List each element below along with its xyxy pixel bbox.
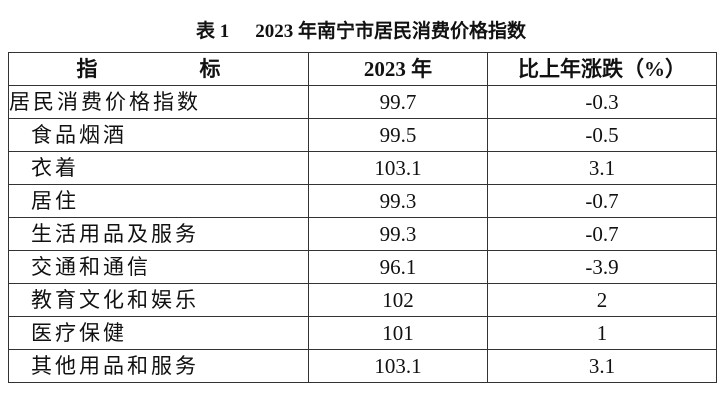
- table-label: 表 1: [195, 21, 230, 42]
- cell-value: -3.9: [487, 250, 717, 284]
- cell-value: 1: [487, 316, 717, 350]
- cell-value: 101: [308, 316, 488, 350]
- header-row: 指 标 2023 年比上年涨跌（%）: [8, 52, 717, 86]
- row-label: 居住: [8, 184, 309, 218]
- table-row: 衣着 103.1 3.1: [8, 151, 717, 185]
- table-row: 交通和通信 96.1 -3.9: [8, 250, 717, 284]
- table-row: 生活用品及服务 99.3 -0.7: [8, 217, 717, 251]
- table-row: 医疗保健 101 1: [8, 316, 717, 350]
- cell-value: 99.3: [308, 184, 488, 218]
- table-row: 居住 99.3 -0.7: [8, 184, 717, 218]
- cell-value: 2: [487, 283, 717, 317]
- cpi-table: 指 标 2023 年比上年涨跌（%） 居民消费价格指数 99.7 -0.3 食品烟酒 99…: [8, 52, 717, 383]
- cell-value: -0.7: [487, 217, 717, 251]
- table-row: 食品烟酒 99.5 -0.5: [8, 118, 717, 152]
- cell-value: 103.1: [308, 349, 488, 383]
- column-header: 比上年涨跌（%）: [487, 52, 717, 86]
- cell-value: 96.1: [308, 250, 488, 284]
- cell-value: -0.7: [487, 184, 717, 218]
- row-label: 居民消费价格指数: [8, 85, 309, 119]
- cell-value: -0.5: [487, 118, 717, 152]
- row-label: 教育文化和娱乐: [8, 283, 309, 317]
- cell-value: 102: [308, 283, 488, 317]
- table-body: 居民消费价格指数 99.7 -0.3 食品烟酒 99.5 -0.5 衣着 103.1 3.1 居住…: [8, 85, 717, 383]
- row-label: 医疗保健: [8, 316, 309, 350]
- row-label: 衣着: [8, 151, 309, 185]
- title-text: 2023 年南宁市居民消费价格指数: [255, 21, 527, 42]
- table-title: 表 1 2023 年南宁市居民消费价格指数: [0, 16, 722, 43]
- cell-value: 99.3: [308, 217, 488, 251]
- cell-value: 103.1: [308, 151, 488, 185]
- row-label: 生活用品及服务: [8, 217, 309, 251]
- row-label: 其他用品和服务: [8, 349, 309, 383]
- row-label: 交通和通信: [8, 250, 309, 284]
- cell-value: 3.1: [487, 151, 717, 185]
- row-label: 食品烟酒: [8, 118, 309, 152]
- cell-value: -0.3: [487, 85, 717, 119]
- column-header: 2023 年: [308, 52, 488, 86]
- table-row: 其他用品和服务 103.1 3.1: [8, 349, 717, 383]
- table-row: 居民消费价格指数 99.7 -0.3: [8, 85, 717, 119]
- table-row: 教育文化和娱乐 102 2: [8, 283, 717, 317]
- cell-value: 3.1: [487, 349, 717, 383]
- column-header: 指 标: [8, 52, 309, 86]
- cell-value: 99.7: [308, 85, 488, 119]
- cell-value: 99.5: [308, 118, 488, 152]
